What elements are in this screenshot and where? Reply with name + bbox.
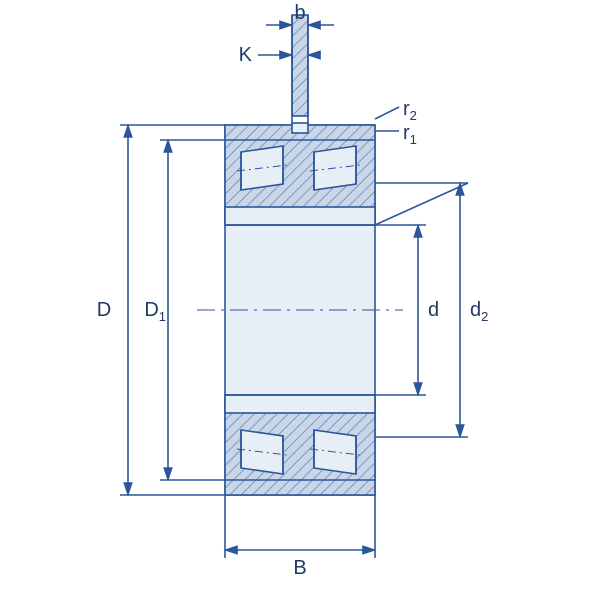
bearing-cross-section-diagram: D D1 d d2 Bb Kr1r2	[0, 0, 600, 600]
section-rect	[225, 207, 375, 225]
label-b: b	[294, 2, 305, 24]
label-d: d	[428, 299, 439, 321]
guide-line	[375, 107, 399, 119]
guide-line	[375, 183, 468, 225]
label-r1: r1	[403, 122, 417, 147]
label-r2: r2	[403, 98, 417, 123]
section-rect	[292, 123, 308, 133]
label-d2: d2	[470, 299, 488, 324]
label-B: B	[293, 557, 306, 579]
section-rect	[225, 395, 375, 413]
label-D1: D1	[144, 299, 166, 324]
label-K: K	[239, 44, 253, 66]
label-D: D	[97, 299, 111, 321]
section-rect	[292, 15, 308, 116]
